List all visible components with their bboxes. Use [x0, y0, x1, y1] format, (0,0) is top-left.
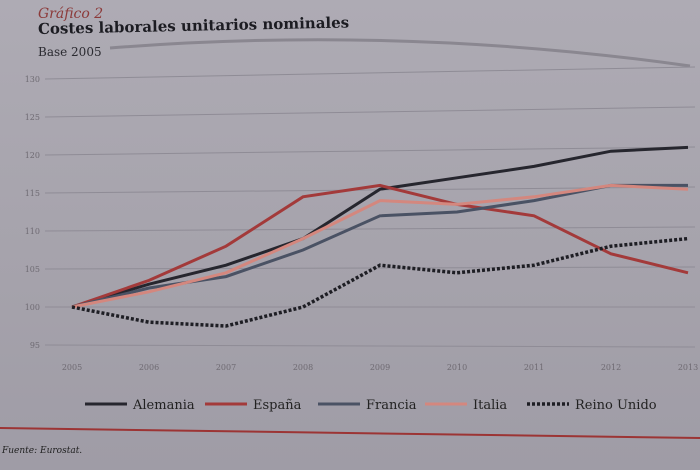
- series-line-italia: [71, 183, 689, 309]
- x-tick-label: 2010: [447, 363, 467, 372]
- y-tick-label: 130: [25, 75, 40, 84]
- x-tick-label: 2005: [62, 363, 82, 372]
- legend-label: Francia: [366, 398, 417, 413]
- x-tick-label: 2007: [216, 363, 236, 372]
- source-note: Fuente: Eurostat.: [2, 446, 83, 456]
- y-tick-label: 95: [30, 341, 40, 350]
- footer-rule: [0, 427, 700, 439]
- x-tick-label: 2008: [293, 363, 313, 372]
- legend-label: Reino Unido: [575, 398, 657, 413]
- y-tick-label: 115: [25, 189, 40, 198]
- series-line-españa: [71, 183, 689, 309]
- gridline: [44, 146, 696, 156]
- y-tick-label: 110: [25, 227, 40, 236]
- series-line-reino-unido: [71, 236, 689, 328]
- y-tick-label: 100: [25, 303, 40, 312]
- x-tick-label: 2011: [524, 363, 544, 372]
- legend-label: España: [253, 398, 302, 413]
- legend-label: Alemania: [132, 398, 195, 413]
- y-tick-label: 125: [25, 113, 40, 122]
- gridline: [44, 344, 696, 348]
- y-tick-label: 120: [25, 151, 40, 160]
- gridline: [44, 66, 696, 80]
- legend-label: Italia: [473, 398, 507, 413]
- x-tick-label: 2013: [678, 363, 698, 372]
- y-tick-label: 105: [25, 265, 40, 274]
- gridline: [44, 266, 696, 270]
- x-tick-label: 2012: [601, 363, 621, 372]
- gridline: [44, 226, 696, 232]
- x-tick-label: 2006: [139, 363, 159, 372]
- title-rule: [109, 38, 691, 68]
- x-tick-label: 2009: [370, 363, 390, 372]
- chart-kicker: Gráfico 2: [38, 6, 104, 22]
- series-line-alemania: [71, 145, 689, 309]
- gridline: [44, 106, 696, 118]
- chart-subtitle: Base 2005: [38, 45, 102, 59]
